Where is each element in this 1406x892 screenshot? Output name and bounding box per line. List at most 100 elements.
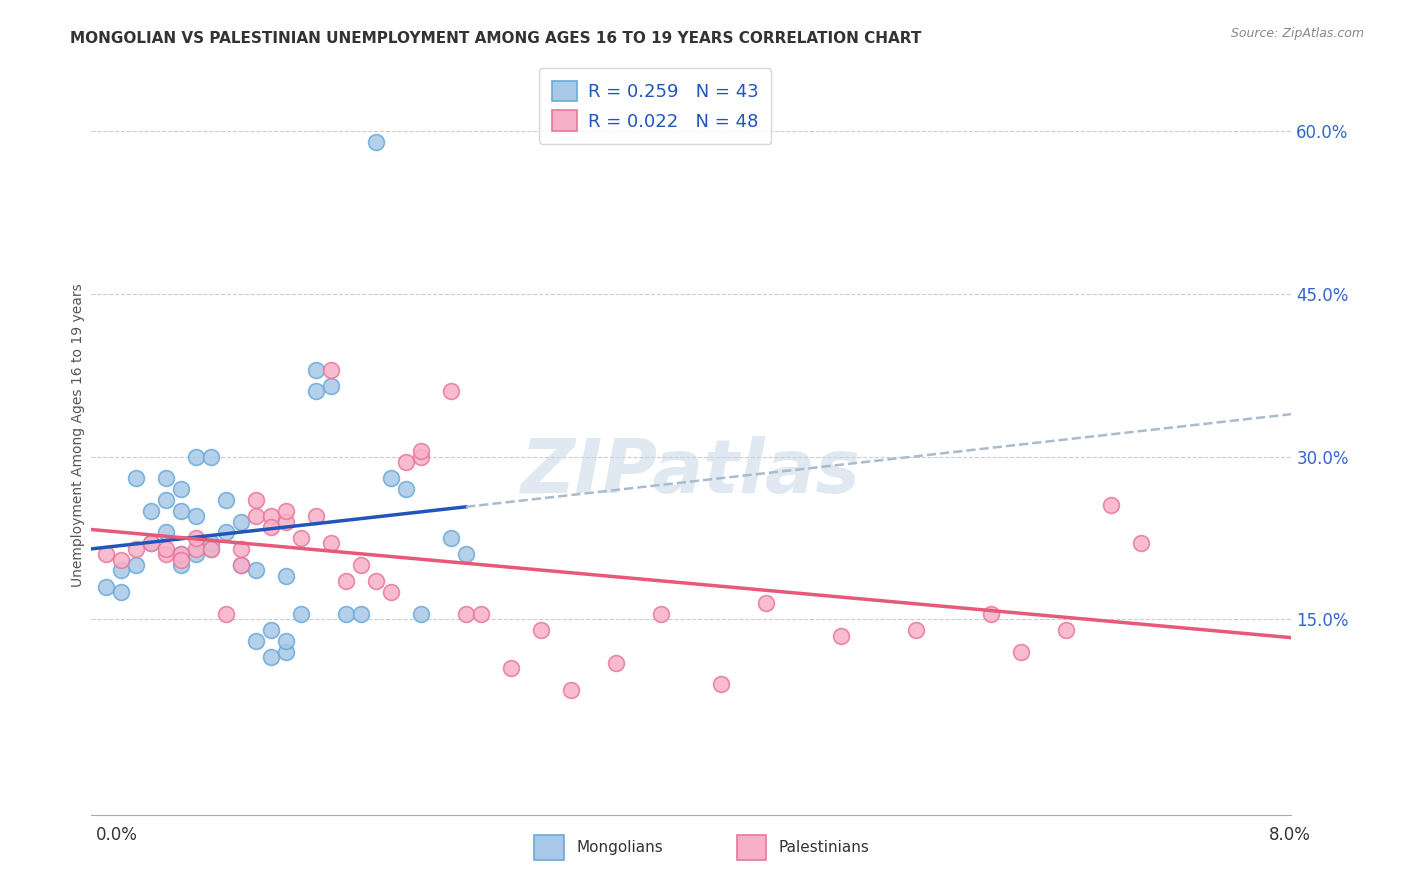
Point bbox=[350, 558, 373, 572]
Point bbox=[184, 541, 207, 556]
Bar bbox=[737, 835, 766, 860]
Point bbox=[245, 564, 267, 578]
Point bbox=[215, 492, 238, 507]
Point bbox=[440, 531, 463, 545]
Point bbox=[155, 525, 177, 540]
Point bbox=[184, 509, 207, 524]
Point bbox=[274, 634, 297, 648]
Point bbox=[245, 634, 267, 648]
Point bbox=[170, 482, 193, 496]
Point bbox=[200, 541, 222, 556]
Point bbox=[274, 504, 297, 518]
Point bbox=[155, 541, 177, 556]
Point bbox=[319, 379, 342, 393]
Point bbox=[1054, 623, 1077, 637]
Point bbox=[184, 531, 207, 545]
Point bbox=[305, 363, 328, 377]
Point bbox=[245, 492, 267, 507]
Point bbox=[170, 547, 193, 561]
Point bbox=[319, 363, 342, 377]
Point bbox=[305, 509, 328, 524]
Y-axis label: Unemployment Among Ages 16 to 19 years: Unemployment Among Ages 16 to 19 years bbox=[72, 283, 86, 587]
Text: ZIPatlas: ZIPatlas bbox=[522, 436, 860, 509]
Point bbox=[470, 607, 492, 621]
Point bbox=[125, 541, 148, 556]
Point bbox=[380, 471, 402, 485]
Text: Source: ZipAtlas.com: Source: ZipAtlas.com bbox=[1230, 27, 1364, 40]
Point bbox=[454, 607, 477, 621]
Point bbox=[245, 509, 267, 524]
Point bbox=[530, 623, 553, 637]
Point bbox=[454, 547, 477, 561]
Point bbox=[110, 564, 132, 578]
Text: Mongolians: Mongolians bbox=[576, 840, 664, 855]
Point bbox=[710, 677, 733, 691]
Point bbox=[560, 682, 582, 697]
Point bbox=[170, 504, 193, 518]
Point bbox=[215, 525, 238, 540]
Point bbox=[650, 607, 672, 621]
Point bbox=[274, 515, 297, 529]
Text: 8.0%: 8.0% bbox=[1268, 826, 1310, 844]
Point bbox=[350, 607, 373, 621]
Point bbox=[184, 450, 207, 464]
Point bbox=[200, 536, 222, 550]
Text: 0.0%: 0.0% bbox=[96, 826, 138, 844]
Text: MONGOLIAN VS PALESTINIAN UNEMPLOYMENT AMONG AGES 16 TO 19 YEARS CORRELATION CHAR: MONGOLIAN VS PALESTINIAN UNEMPLOYMENT AM… bbox=[70, 31, 922, 46]
Point bbox=[905, 623, 928, 637]
Point bbox=[260, 650, 283, 665]
Point bbox=[395, 455, 418, 469]
Point bbox=[409, 444, 432, 458]
Point bbox=[409, 450, 432, 464]
Point bbox=[229, 515, 252, 529]
Text: Palestinians: Palestinians bbox=[779, 840, 870, 855]
Point bbox=[170, 547, 193, 561]
Point bbox=[110, 585, 132, 599]
Point bbox=[319, 536, 342, 550]
Point bbox=[290, 607, 312, 621]
Point bbox=[364, 135, 387, 149]
Point bbox=[170, 558, 193, 572]
Point bbox=[499, 661, 522, 675]
Point bbox=[229, 558, 252, 572]
Point bbox=[380, 585, 402, 599]
Point bbox=[260, 623, 283, 637]
Point bbox=[1010, 645, 1032, 659]
Point bbox=[94, 580, 117, 594]
Point bbox=[200, 541, 222, 556]
Point bbox=[260, 509, 283, 524]
Point bbox=[155, 547, 177, 561]
Point bbox=[364, 574, 387, 589]
Point bbox=[215, 607, 238, 621]
Point bbox=[440, 384, 463, 399]
Point bbox=[335, 607, 357, 621]
Point bbox=[125, 471, 148, 485]
Legend: R = 0.259   N = 43, R = 0.022   N = 48: R = 0.259 N = 43, R = 0.022 N = 48 bbox=[538, 68, 770, 144]
Point bbox=[139, 504, 162, 518]
Point bbox=[229, 558, 252, 572]
Point bbox=[94, 547, 117, 561]
Point bbox=[755, 596, 778, 610]
Point bbox=[274, 645, 297, 659]
Point bbox=[155, 471, 177, 485]
Point bbox=[110, 552, 132, 566]
Point bbox=[274, 569, 297, 583]
Point bbox=[1099, 499, 1122, 513]
Point bbox=[155, 492, 177, 507]
Point bbox=[139, 536, 162, 550]
Point bbox=[200, 450, 222, 464]
Point bbox=[290, 531, 312, 545]
Bar bbox=[534, 835, 564, 860]
Point bbox=[830, 629, 852, 643]
Point bbox=[980, 607, 1002, 621]
Point bbox=[184, 547, 207, 561]
Point bbox=[409, 607, 432, 621]
Point bbox=[605, 656, 627, 670]
Point bbox=[170, 552, 193, 566]
Point bbox=[305, 384, 328, 399]
Point bbox=[139, 536, 162, 550]
Point bbox=[125, 558, 148, 572]
Point bbox=[1130, 536, 1153, 550]
Point bbox=[395, 482, 418, 496]
Point bbox=[335, 574, 357, 589]
